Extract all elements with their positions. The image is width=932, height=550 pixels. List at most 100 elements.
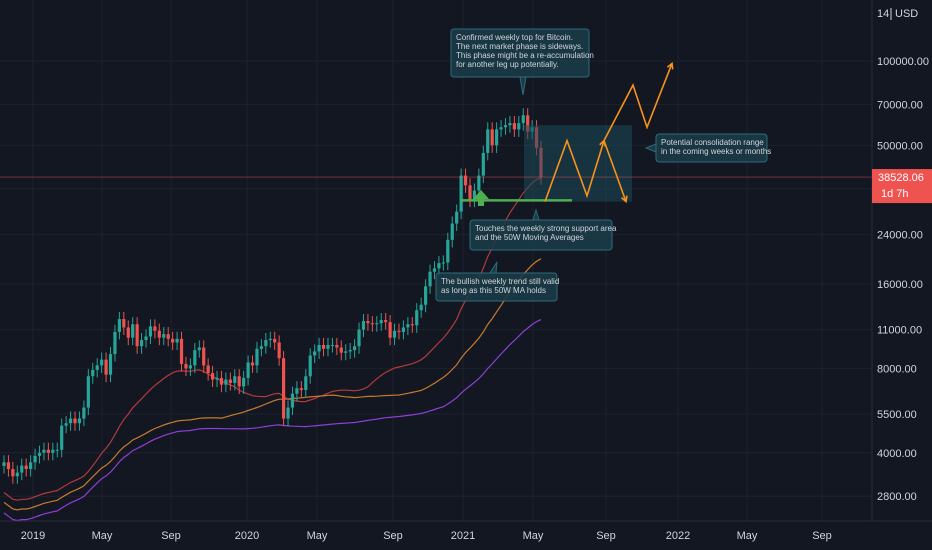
candle-body [2, 462, 6, 466]
candle-body [486, 129, 490, 153]
candle-body [384, 320, 388, 323]
candle-body [490, 129, 494, 146]
candle-body [219, 377, 224, 385]
y-tick-label: 4000.00 [877, 448, 917, 460]
candle-body [250, 362, 255, 366]
candle-body [24, 465, 28, 470]
candle-body [171, 338, 175, 343]
candle-body [459, 175, 463, 212]
candle-body [246, 362, 250, 378]
candle-body [188, 365, 192, 369]
candle-body [82, 407, 86, 419]
candle-body [477, 175, 481, 191]
time-axis[interactable]: 2019 May Sep 2020 May Sep 2021 May Sep 2022 May Sep [0, 520, 932, 550]
x-tick-label: May [307, 530, 328, 542]
candle-body [126, 327, 130, 338]
candle-body [68, 418, 73, 424]
y-tick-label: 70000.00 [877, 99, 923, 111]
arrow-head-icon [666, 61, 674, 70]
candle-body [162, 334, 166, 338]
candle-body [60, 425, 64, 450]
candle-body [268, 338, 272, 341]
y-tick-label: 5500.00 [877, 409, 917, 421]
candle-body [348, 350, 352, 352]
x-tick-label: 2020 [235, 530, 259, 542]
candle-body [321, 344, 326, 349]
x-tick-label: Sep [161, 530, 181, 542]
candle-body [415, 310, 419, 326]
candle-body [361, 321, 366, 330]
candle-body [6, 462, 11, 470]
candle-body [397, 330, 401, 332]
moving-averages [3, 177, 542, 522]
annotation-consolidation-line: in the coming weeks or months [661, 147, 771, 156]
candle-body [228, 379, 232, 383]
grid-lines [0, 0, 872, 538]
candle-body [131, 324, 135, 338]
candle-body [521, 115, 525, 124]
annotation-top-pointer [519, 76, 527, 96]
ma-50-line [3, 258, 542, 511]
candle-body [401, 327, 406, 332]
projection-down[interactable] [603, 140, 627, 202]
candle-body [392, 330, 397, 338]
annotation-support[interactable]: Touches the weekly strong support areaan… [469, 208, 617, 251]
candle-body [472, 190, 477, 200]
candle-body [410, 324, 414, 326]
candle-body [366, 321, 370, 324]
currency-label[interactable]: USD [895, 8, 918, 20]
projection-up[interactable] [603, 63, 673, 141]
last-price-tag[interactable] [872, 169, 932, 204]
candle-body [193, 350, 197, 366]
annotation-support-box [469, 219, 613, 251]
time-axis-bg [0, 521, 932, 550]
candle-body [100, 359, 104, 366]
candle-body [184, 363, 188, 369]
last-price-label: 38528.06 [878, 172, 924, 184]
y-tick-label: 100000.00 [877, 56, 929, 68]
annotation-support-pointer [532, 208, 540, 221]
candle-body [108, 354, 113, 375]
ma-20-line [3, 177, 542, 501]
x-tick-label: 2021 [451, 530, 475, 542]
candle-body [512, 123, 516, 130]
candle-body [295, 388, 299, 394]
candle-body [273, 338, 277, 343]
candle-body [55, 449, 59, 451]
candle-body [495, 129, 499, 146]
candle-body [375, 323, 379, 325]
annotation-support-line: Touches the weekly strong support area [475, 224, 617, 233]
candle-body [526, 115, 530, 132]
candle-body [242, 377, 246, 387]
candle-body [91, 369, 95, 377]
arrow-head-icon [620, 195, 628, 204]
annotation-top[interactable]: Confirmed weekly top for Bitcoin.The nex… [450, 28, 594, 96]
projection-inside[interactable] [544, 138, 605, 202]
candle-body [95, 365, 99, 370]
candle-body [450, 223, 454, 240]
candle-body [153, 326, 157, 331]
candle-body [344, 351, 348, 353]
candle-body [237, 376, 241, 387]
candle-body [175, 338, 179, 343]
x-tick-label: 2019 [21, 530, 45, 542]
candle-body [46, 449, 50, 453]
consolidation-box[interactable] [524, 125, 632, 202]
candle-body [202, 347, 206, 366]
y-tick-label: 8000.00 [877, 363, 917, 375]
candle-body [441, 262, 445, 264]
price-axis[interactable]: 100000.0070000.0050000.0035000.0024000.0… [871, 0, 932, 550]
candle-body [144, 336, 148, 341]
candle-body [463, 175, 468, 186]
candle-body [432, 268, 437, 272]
candle-body [446, 239, 450, 263]
x-tick-label: Sep [596, 530, 616, 542]
candle-body [286, 407, 290, 419]
candle-body [42, 449, 46, 453]
candle-body [313, 351, 317, 356]
x-tick-label: 2022 [666, 530, 690, 542]
